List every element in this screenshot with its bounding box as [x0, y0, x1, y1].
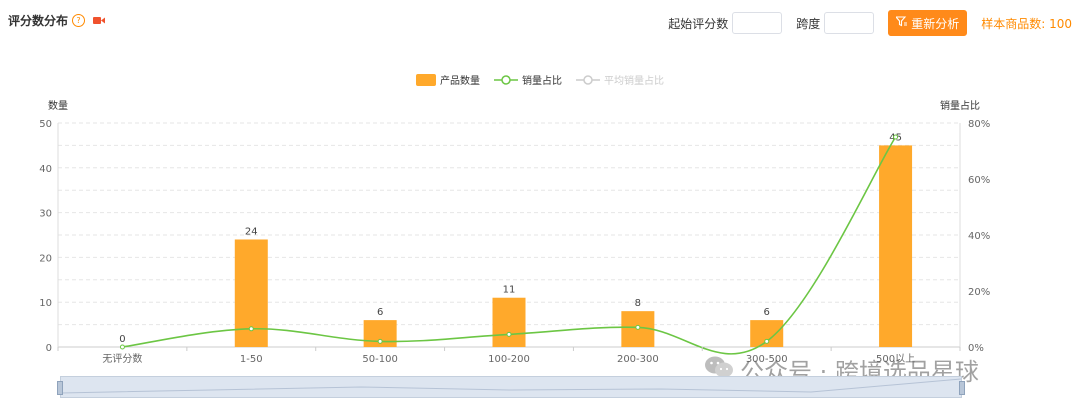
y-axis-left: 0 10 20 30 40 50 — [39, 119, 52, 354]
reanalyze-button[interactable]: 重新分析 — [888, 10, 968, 36]
x-tick-label: 200-300 — [617, 354, 659, 365]
legend-avg-swatch — [576, 74, 600, 85]
x-axis: 无评分数 1-50 50-100 100-200 200-300 300-500 500以上 — [57, 347, 961, 365]
chart-title-text: 评分数分布 — [8, 14, 69, 28]
legend-item-bar[interactable]: 产品数量 — [416, 72, 480, 87]
legend-item-avg[interactable]: 平均销量占比 — [576, 72, 664, 87]
chart-title: 评分数分布 ? — [8, 12, 106, 29]
line-point[interactable] — [119, 344, 125, 350]
sample-count: 样本商品数: 100 — [981, 16, 1072, 31]
x-tick-label: 500以上 — [876, 353, 915, 365]
y-right-tick-label: 60% — [968, 175, 990, 186]
span-label: 跨度 — [796, 16, 821, 31]
filter-icon — [895, 16, 908, 30]
legend-item-line[interactable]: 销量占比 — [494, 72, 562, 87]
y-axis-right-title: 销量占比 — [940, 99, 980, 112]
legend-bar-label: 产品数量 — [440, 76, 480, 87]
y-left-tick-label: 40 — [39, 164, 52, 175]
x-tick-label: 300-500 — [746, 354, 788, 365]
analysis-controls: 起始评分数 跨度 重新分析 样本商品数: 100 — [668, 10, 1072, 36]
y-left-tick-label: 30 — [39, 209, 52, 220]
y-left-tick-label: 0 — [46, 343, 52, 354]
zoom-handle-right[interactable] — [959, 381, 965, 395]
help-icon[interactable]: ? — [72, 14, 86, 27]
y-left-tick-label: 10 — [39, 298, 52, 309]
x-tick-label: 1-50 — [240, 354, 263, 365]
x-tick-label: 100-200 — [488, 354, 530, 365]
y-axis-right: 0% 20% 40% 60% 80% — [968, 119, 990, 354]
zoom-preview — [61, 378, 961, 394]
x-tick-label: 无评分数 — [102, 352, 142, 365]
y-axis-left-title: 数量 — [48, 99, 68, 112]
start-score-input[interactable] — [732, 12, 783, 34]
bar-value-label: 11 — [503, 285, 516, 296]
chart-legend: 产品数量 销量占比 平均销量占比 — [0, 72, 1080, 87]
bar-value-label: 0 — [119, 334, 125, 345]
y-left-tick-label: 20 — [39, 253, 52, 264]
legend-bar-swatch — [416, 73, 436, 86]
video-icon[interactable] — [93, 14, 106, 28]
bar[interactable] — [879, 145, 913, 347]
data-zoom-slider[interactable] — [57, 376, 965, 398]
line-point[interactable] — [893, 134, 899, 140]
bar-value-label: 8 — [635, 298, 641, 309]
bar-series: 0246118645 — [119, 132, 913, 347]
reanalyze-button-label: 重新分析 — [911, 16, 960, 31]
x-tick-label: 50-100 — [362, 354, 397, 365]
legend-line-swatch — [494, 74, 518, 85]
start-score-label: 起始评分数 — [668, 16, 729, 31]
wechat-icon — [704, 354, 734, 386]
y-right-tick-label: 80% — [968, 119, 990, 130]
line-series — [119, 134, 899, 355]
bar-value-label: 6 — [377, 307, 383, 318]
legend-avg-label: 平均销量占比 — [604, 76, 664, 87]
bar[interactable] — [492, 297, 526, 347]
legend-line-label: 销量占比 — [522, 76, 562, 87]
y-right-tick-label: 0% — [968, 343, 984, 354]
chart-area: 数量 销量占比 0 10 20 30 40 50 0% 20% 40% 60% 80% 0 24 6 1… — [39, 99, 990, 365]
line-point[interactable] — [635, 324, 641, 330]
line-point[interactable] — [764, 338, 770, 344]
line-point[interactable] — [248, 326, 254, 332]
bar-value-label: 6 — [764, 307, 770, 318]
zoom-handle-left[interactable] — [57, 381, 63, 395]
y-right-tick-label: 40% — [968, 231, 990, 242]
span-input[interactable] — [824, 12, 875, 34]
bar-value-label: 24 — [245, 226, 258, 237]
line-point[interactable] — [506, 331, 512, 337]
y-right-tick-label: 20% — [968, 287, 990, 298]
line-point[interactable] — [377, 338, 383, 344]
y-left-tick-label: 50 — [39, 119, 52, 130]
